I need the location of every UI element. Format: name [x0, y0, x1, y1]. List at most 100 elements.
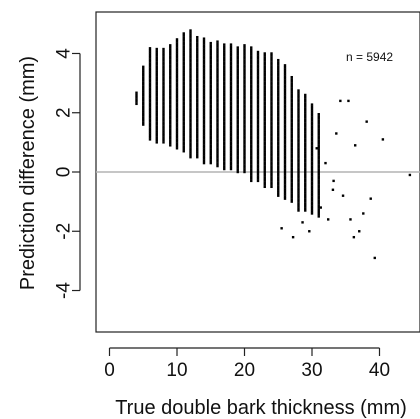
- data-point: [243, 77, 246, 80]
- data-point: [256, 90, 260, 94]
- data-point: [256, 77, 260, 80]
- data-point: [216, 135, 219, 139]
- data-point: [297, 151, 300, 154]
- data-point: [229, 161, 233, 164]
- data-point: [263, 143, 266, 146]
- data-point: [317, 175, 320, 178]
- data-point: [297, 115, 300, 119]
- data-point: [290, 107, 293, 110]
- data-point: [270, 165, 273, 169]
- data-point: [196, 47, 199, 50]
- data-point: [263, 145, 266, 149]
- data-point: [297, 169, 300, 172]
- data-point: [175, 82, 179, 86]
- data-point: [162, 112, 165, 115]
- data-point: [310, 185, 314, 189]
- data-point: [297, 191, 300, 194]
- data-point: [175, 122, 179, 126]
- data-point: [304, 131, 307, 134]
- data-point: [223, 83, 226, 86]
- data-point: [263, 116, 266, 120]
- data-point: [317, 119, 320, 123]
- data-point: [236, 106, 239, 109]
- data-point: [229, 150, 233, 153]
- data-point: [223, 92, 226, 95]
- data-point: [189, 131, 192, 134]
- data-point: [209, 53, 212, 56]
- data-point: [216, 122, 219, 126]
- data-point: [277, 150, 280, 153]
- data-point: [290, 102, 293, 106]
- data-point: [256, 179, 260, 183]
- data-point: [182, 92, 185, 95]
- data-point: [277, 174, 280, 177]
- data-point: [216, 131, 219, 134]
- data-point: [236, 86, 239, 89]
- data-point: [250, 97, 253, 100]
- data-point: [142, 81, 145, 84]
- data-point: [277, 76, 280, 80]
- data-point: [310, 105, 314, 109]
- data-point: [250, 179, 253, 183]
- data-point: [256, 137, 260, 140]
- data-point: [142, 114, 145, 117]
- data-point: [196, 155, 199, 159]
- data-point: [182, 141, 185, 144]
- data-point: [256, 177, 260, 180]
- data-point: [256, 64, 260, 67]
- data-point: [283, 84, 287, 87]
- data-point: [277, 121, 280, 124]
- data-point: [310, 154, 314, 157]
- data-point: [189, 111, 192, 114]
- data-point: [283, 113, 287, 116]
- data-point: [223, 156, 226, 160]
- data-point: [229, 76, 233, 80]
- data-point: [290, 158, 293, 161]
- data-point: [290, 173, 293, 177]
- data-point: [317, 146, 320, 149]
- data-point: [256, 99, 260, 103]
- data-point: [263, 156, 266, 160]
- data-point: [317, 148, 320, 151]
- data-point: [209, 97, 212, 100]
- data-point: [202, 121, 206, 125]
- data-point: [243, 130, 246, 134]
- data-point: [223, 105, 226, 109]
- data-point: [223, 101, 226, 104]
- data-point: [229, 103, 233, 106]
- data-point: [250, 139, 253, 143]
- data-point: [317, 141, 320, 145]
- data-point: [277, 96, 280, 100]
- data-point: [317, 197, 320, 200]
- data-point: [209, 101, 212, 105]
- data-point: [202, 93, 206, 96]
- data-point: [270, 132, 273, 135]
- data-point: [162, 123, 165, 126]
- data-point: [175, 71, 179, 74]
- data-point: [250, 170, 253, 174]
- data-point: [223, 145, 226, 149]
- data-point: [243, 44, 246, 47]
- data-point: [290, 142, 293, 146]
- data-point: [216, 124, 219, 128]
- data-point: [209, 73, 212, 76]
- data-point: [223, 78, 226, 82]
- data-point: [182, 136, 185, 140]
- data-point: [182, 147, 185, 151]
- data-point: [256, 115, 260, 118]
- data-point: [310, 118, 314, 122]
- x-tick-label: 30: [301, 360, 322, 381]
- data-point: [256, 139, 260, 143]
- data-point: [283, 139, 287, 143]
- data-point: [297, 160, 300, 163]
- data-point: [189, 62, 192, 66]
- data-point: [223, 47, 226, 51]
- data-point: [162, 101, 165, 104]
- data-point: [277, 110, 280, 113]
- data-point: [229, 90, 233, 93]
- data-point: [209, 44, 212, 47]
- data-point: [304, 127, 307, 130]
- data-point: [196, 118, 199, 121]
- data-point: [263, 112, 266, 115]
- data-point: [155, 67, 158, 71]
